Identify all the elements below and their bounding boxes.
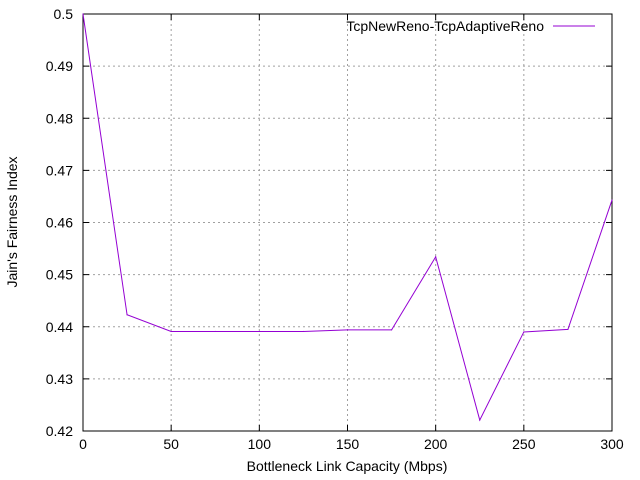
data-point (567, 328, 569, 330)
y-tick-label: 0.43 (46, 371, 73, 387)
axis-ticks (82, 13, 613, 432)
data-point (126, 314, 128, 316)
data-point (258, 330, 260, 333)
data-point (523, 331, 525, 333)
plot-frame (82, 13, 613, 432)
y-tick-label: 0.49 (46, 58, 73, 74)
legend: TcpNewReno-TcpAdaptiveReno (346, 18, 595, 34)
y-tick-label: 0.5 (54, 6, 74, 22)
data-point (302, 330, 305, 333)
data-point (479, 419, 481, 421)
data-point (214, 330, 216, 333)
x-tick-label: 100 (248, 436, 272, 452)
data-point (346, 329, 349, 331)
data-point (390, 329, 393, 331)
y-tick-label: 0.45 (46, 267, 73, 283)
x-tick-label: 0 (79, 436, 87, 452)
y-tick-label: 0.44 (46, 319, 73, 335)
y-tick-label: 0.47 (46, 162, 73, 178)
x-tick-label: 250 (512, 436, 536, 452)
y-axis-label: Jain's Fairness Index (4, 156, 20, 287)
data-point (170, 330, 172, 333)
x-tick-label: 150 (336, 436, 360, 452)
x-tick-labels: 0 50 100 150 200 250 300 (79, 436, 624, 452)
data-point (435, 256, 437, 258)
x-axis-label: Bottleneck Link Capacity (Mbps) (247, 458, 448, 474)
grid-lines (83, 14, 612, 431)
data-point (82, 13, 84, 15)
x-tick-label: 50 (163, 436, 179, 452)
x-tick-label: 200 (424, 436, 448, 452)
series-layer (82, 13, 613, 422)
data-point (611, 199, 613, 201)
legend-label: TcpNewReno-TcpAdaptiveReno (346, 18, 544, 34)
y-tick-label: 0.42 (46, 423, 73, 439)
y-tick-labels: 0.42 0.43 0.44 0.45 0.46 0.47 0.48 0.49 0.5 (46, 6, 73, 439)
x-tick-label: 300 (600, 436, 624, 452)
y-tick-label: 0.46 (46, 215, 73, 231)
y-tick-label: 0.48 (46, 110, 73, 126)
